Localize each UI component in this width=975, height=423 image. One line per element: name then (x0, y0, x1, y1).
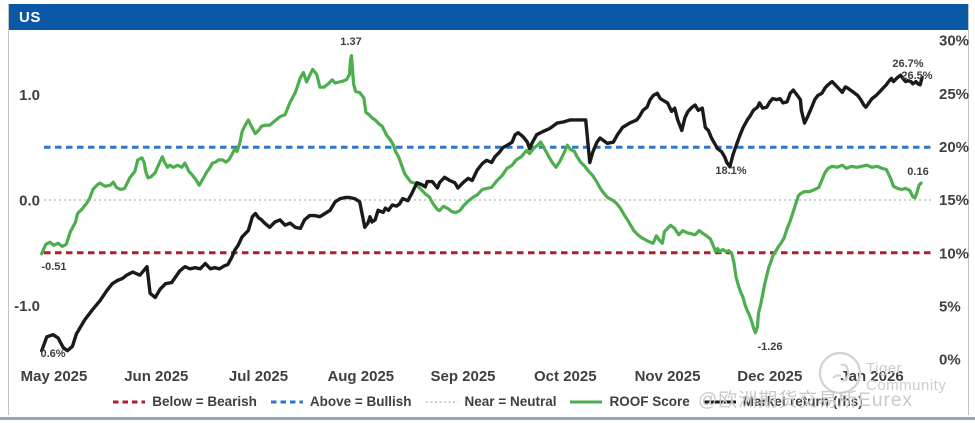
legend-label: Market return (rhs) (742, 394, 863, 409)
x-axis-label: Jan 2026 (840, 368, 903, 385)
chart-legend: Below = Bearish Above = Bullish Near = Neu… (8, 394, 967, 409)
data-annotation: -0.51 (41, 261, 66, 273)
legend-item: ROOF Score (569, 394, 690, 409)
x-axis-label: Dec 2025 (737, 368, 802, 385)
legend-label: Near = Neutral (464, 394, 557, 409)
x-axis-label: Jul 2025 (229, 368, 288, 385)
card-frame: US (8, 4, 969, 415)
legend-label: Above = Bullish (309, 394, 412, 409)
x-axis-label: Jun 2025 (124, 368, 188, 385)
right-axis-label: 25% (939, 86, 969, 103)
legend-marker-dotted (425, 400, 458, 403)
data-annotation: 1.37 (340, 36, 361, 48)
legend-marker-solid (703, 400, 736, 403)
chart-title-bar: US (9, 4, 968, 30)
legend-item: Near = Neutral (425, 394, 557, 409)
right-axis-label: 0% (939, 352, 961, 369)
left-axis-label: -1.0 (14, 298, 40, 315)
chart-title: US (19, 8, 41, 26)
series-line-roof-score (40, 54, 923, 335)
x-axis-label: Oct 2025 (534, 368, 597, 385)
x-axis-label: Nov 2025 (635, 368, 701, 385)
series-line-market-return-rhs (40, 73, 924, 353)
data-annotation: 0.16 (907, 166, 928, 178)
right-axis-label: 20% (939, 139, 969, 156)
right-axis-label: 10% (939, 245, 969, 262)
x-axis-label: Aug 2025 (327, 368, 394, 385)
left-axis-label: 0.0 (19, 193, 40, 210)
bottom-divider (0, 417, 975, 420)
data-annotation: 0.6% (40, 348, 65, 360)
left-axis-label: 1.0 (19, 87, 40, 104)
right-axis-label: 30% (939, 33, 969, 50)
legend-marker-dashed (270, 400, 303, 403)
data-annotation: -1.26 (757, 341, 782, 353)
right-axis-label: 15% (939, 192, 969, 209)
data-annotation: 26.7% (892, 58, 923, 70)
legend-item: Below = Bearish (112, 394, 257, 409)
legend-label: ROOF Score (609, 394, 690, 409)
data-annotation: 26.5% (901, 70, 932, 82)
x-axis-label: Sep 2025 (430, 368, 495, 385)
legend-marker-dashed (113, 400, 146, 403)
legend-item: Market return (rhs) (703, 394, 863, 409)
x-axis-label: May 2025 (21, 368, 88, 385)
right-axis-label: 5% (939, 299, 961, 316)
legend-label: Below = Bearish (152, 394, 257, 409)
legend-item: Above = Bullish (270, 394, 412, 409)
legend-marker-solid (570, 400, 603, 403)
data-annotation: 18.1% (715, 165, 746, 177)
